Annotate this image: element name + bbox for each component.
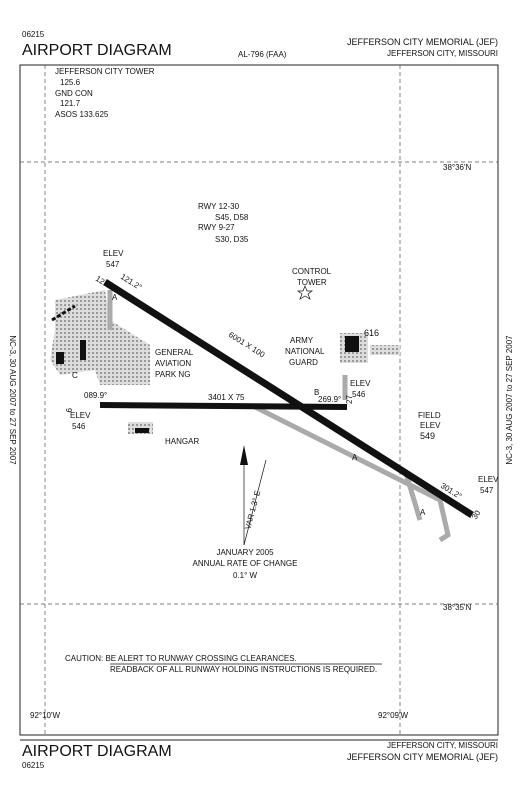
longitude: 92°09'W xyxy=(378,711,409,720)
tiedowns xyxy=(51,304,76,322)
label: 547 xyxy=(480,486,494,495)
label: 546 xyxy=(352,390,366,399)
runway-info: S45, D58 xyxy=(215,213,249,222)
taxiway xyxy=(107,290,451,543)
freq: GND CON xyxy=(55,89,93,98)
label: ARMY xyxy=(290,336,314,345)
label: FIELD xyxy=(418,411,441,420)
label: 121.2° xyxy=(119,272,143,292)
label: TOWER xyxy=(297,278,327,287)
label: 6001 X 100 xyxy=(227,330,267,360)
runway-end: 30 xyxy=(470,508,483,521)
apron xyxy=(50,290,150,385)
footer-number: 06215 xyxy=(22,761,45,770)
label: 616 xyxy=(364,328,379,338)
label: ELEV xyxy=(478,475,499,484)
label: ELEV xyxy=(350,379,371,388)
label: PARK NG xyxy=(155,370,190,379)
label: HANGAR xyxy=(165,437,199,446)
building xyxy=(56,352,64,364)
freq: 125.6 xyxy=(60,78,81,87)
label: 3401 X 75 xyxy=(208,393,245,402)
label: GENERAL xyxy=(155,348,194,357)
taxiway-label: A xyxy=(420,508,426,517)
frame xyxy=(19,64,499,736)
label: ELEV xyxy=(420,421,441,430)
true-north-arrow xyxy=(240,445,248,465)
taxiway-label: C xyxy=(72,371,78,380)
label: VAR 1.3° E xyxy=(243,490,262,531)
building xyxy=(345,336,359,352)
label: 546 xyxy=(72,422,86,431)
runway-end: 27 xyxy=(345,395,354,404)
runway-info: RWY 12-30 xyxy=(198,202,240,211)
guard-apron xyxy=(370,345,400,355)
field-elev-point xyxy=(406,450,410,454)
latitude: 38°36'N xyxy=(443,163,472,172)
title: AIRPORT DIAGRAM xyxy=(22,42,172,59)
footer-title: AIRPORT DIAGRAM xyxy=(22,743,172,760)
label: JANUARY 2005 xyxy=(216,548,274,557)
caution: READBACK OF ALL RUNWAY HOLDING INSTRUCTI… xyxy=(110,665,377,674)
label: AVIATION xyxy=(155,359,191,368)
footer-city: JEFFERSON CITY, MISSOURI xyxy=(387,741,498,750)
freq: 121.7 xyxy=(60,99,81,108)
latitude: 38°35'N xyxy=(443,603,472,612)
label: ANNUAL RATE OF CHANGE xyxy=(193,559,298,568)
chart-code: AL-796 (FAA) xyxy=(238,50,287,59)
taxiway-label: A xyxy=(352,453,358,462)
label: 0.1° W xyxy=(233,571,258,580)
building xyxy=(135,428,149,433)
freq: JEFFERSON CITY TOWER xyxy=(55,67,155,76)
chart-number: 06215 xyxy=(22,30,45,39)
label: CONTROL xyxy=(292,267,332,276)
city: JEFFERSON CITY, MISSOURI xyxy=(387,49,498,58)
runway-12-30 xyxy=(103,279,474,518)
label: 547 xyxy=(106,260,120,269)
side-note: NC-3, 30 AUG 2007 to 27 SEP 2007 xyxy=(505,335,514,465)
freq: ASOS 133.625 xyxy=(55,110,109,119)
airport-name: JEFFERSON CITY MEMORIAL (JEF) xyxy=(347,37,498,47)
label: NATIONAL xyxy=(285,347,325,356)
label: GUARD xyxy=(289,358,318,367)
building xyxy=(80,340,86,360)
label: 549 xyxy=(420,431,435,441)
mag-line xyxy=(243,459,267,546)
label: 269.9° xyxy=(318,395,341,404)
runway-9-27 xyxy=(99,402,348,410)
runway-end: 9 xyxy=(64,408,73,413)
runway-info: S30, D35 xyxy=(215,235,249,244)
runway-info: RWY 9-27 xyxy=(198,223,235,232)
longitude: 92°10'W xyxy=(30,711,61,720)
label: 089.9° xyxy=(84,391,107,400)
side-note: NC-3, 30 AUG 2007 to 27 SEP 2007 xyxy=(8,335,17,465)
label: ELEV xyxy=(103,249,124,258)
tower-symbol xyxy=(296,285,314,300)
taxiway-label: A xyxy=(112,293,118,302)
label: ELEV xyxy=(70,411,91,420)
footer-airport: JEFFERSON CITY MEMORIAL (JEF) xyxy=(347,752,498,762)
taxiway-label: B xyxy=(314,388,319,397)
caution: CAUTION: BE ALERT TO RUNWAY CROSSING CLE… xyxy=(65,654,297,663)
